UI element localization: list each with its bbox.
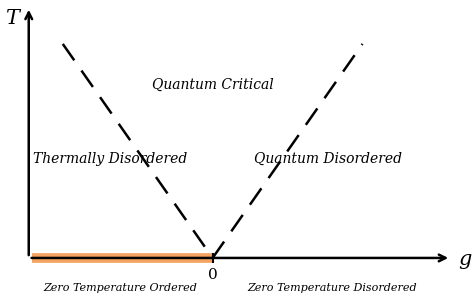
Text: 0: 0 <box>208 268 218 282</box>
Text: Quantum Critical: Quantum Critical <box>152 78 273 92</box>
Text: g: g <box>458 250 471 269</box>
Text: Quantum Disordered: Quantum Disordered <box>255 152 402 166</box>
Text: Zero Temperature Disordered: Zero Temperature Disordered <box>247 283 417 293</box>
Text: Thermally Disordered: Thermally Disordered <box>33 152 188 166</box>
Text: Zero Temperature Ordered: Zero Temperature Ordered <box>44 283 198 293</box>
Text: T: T <box>5 9 18 28</box>
